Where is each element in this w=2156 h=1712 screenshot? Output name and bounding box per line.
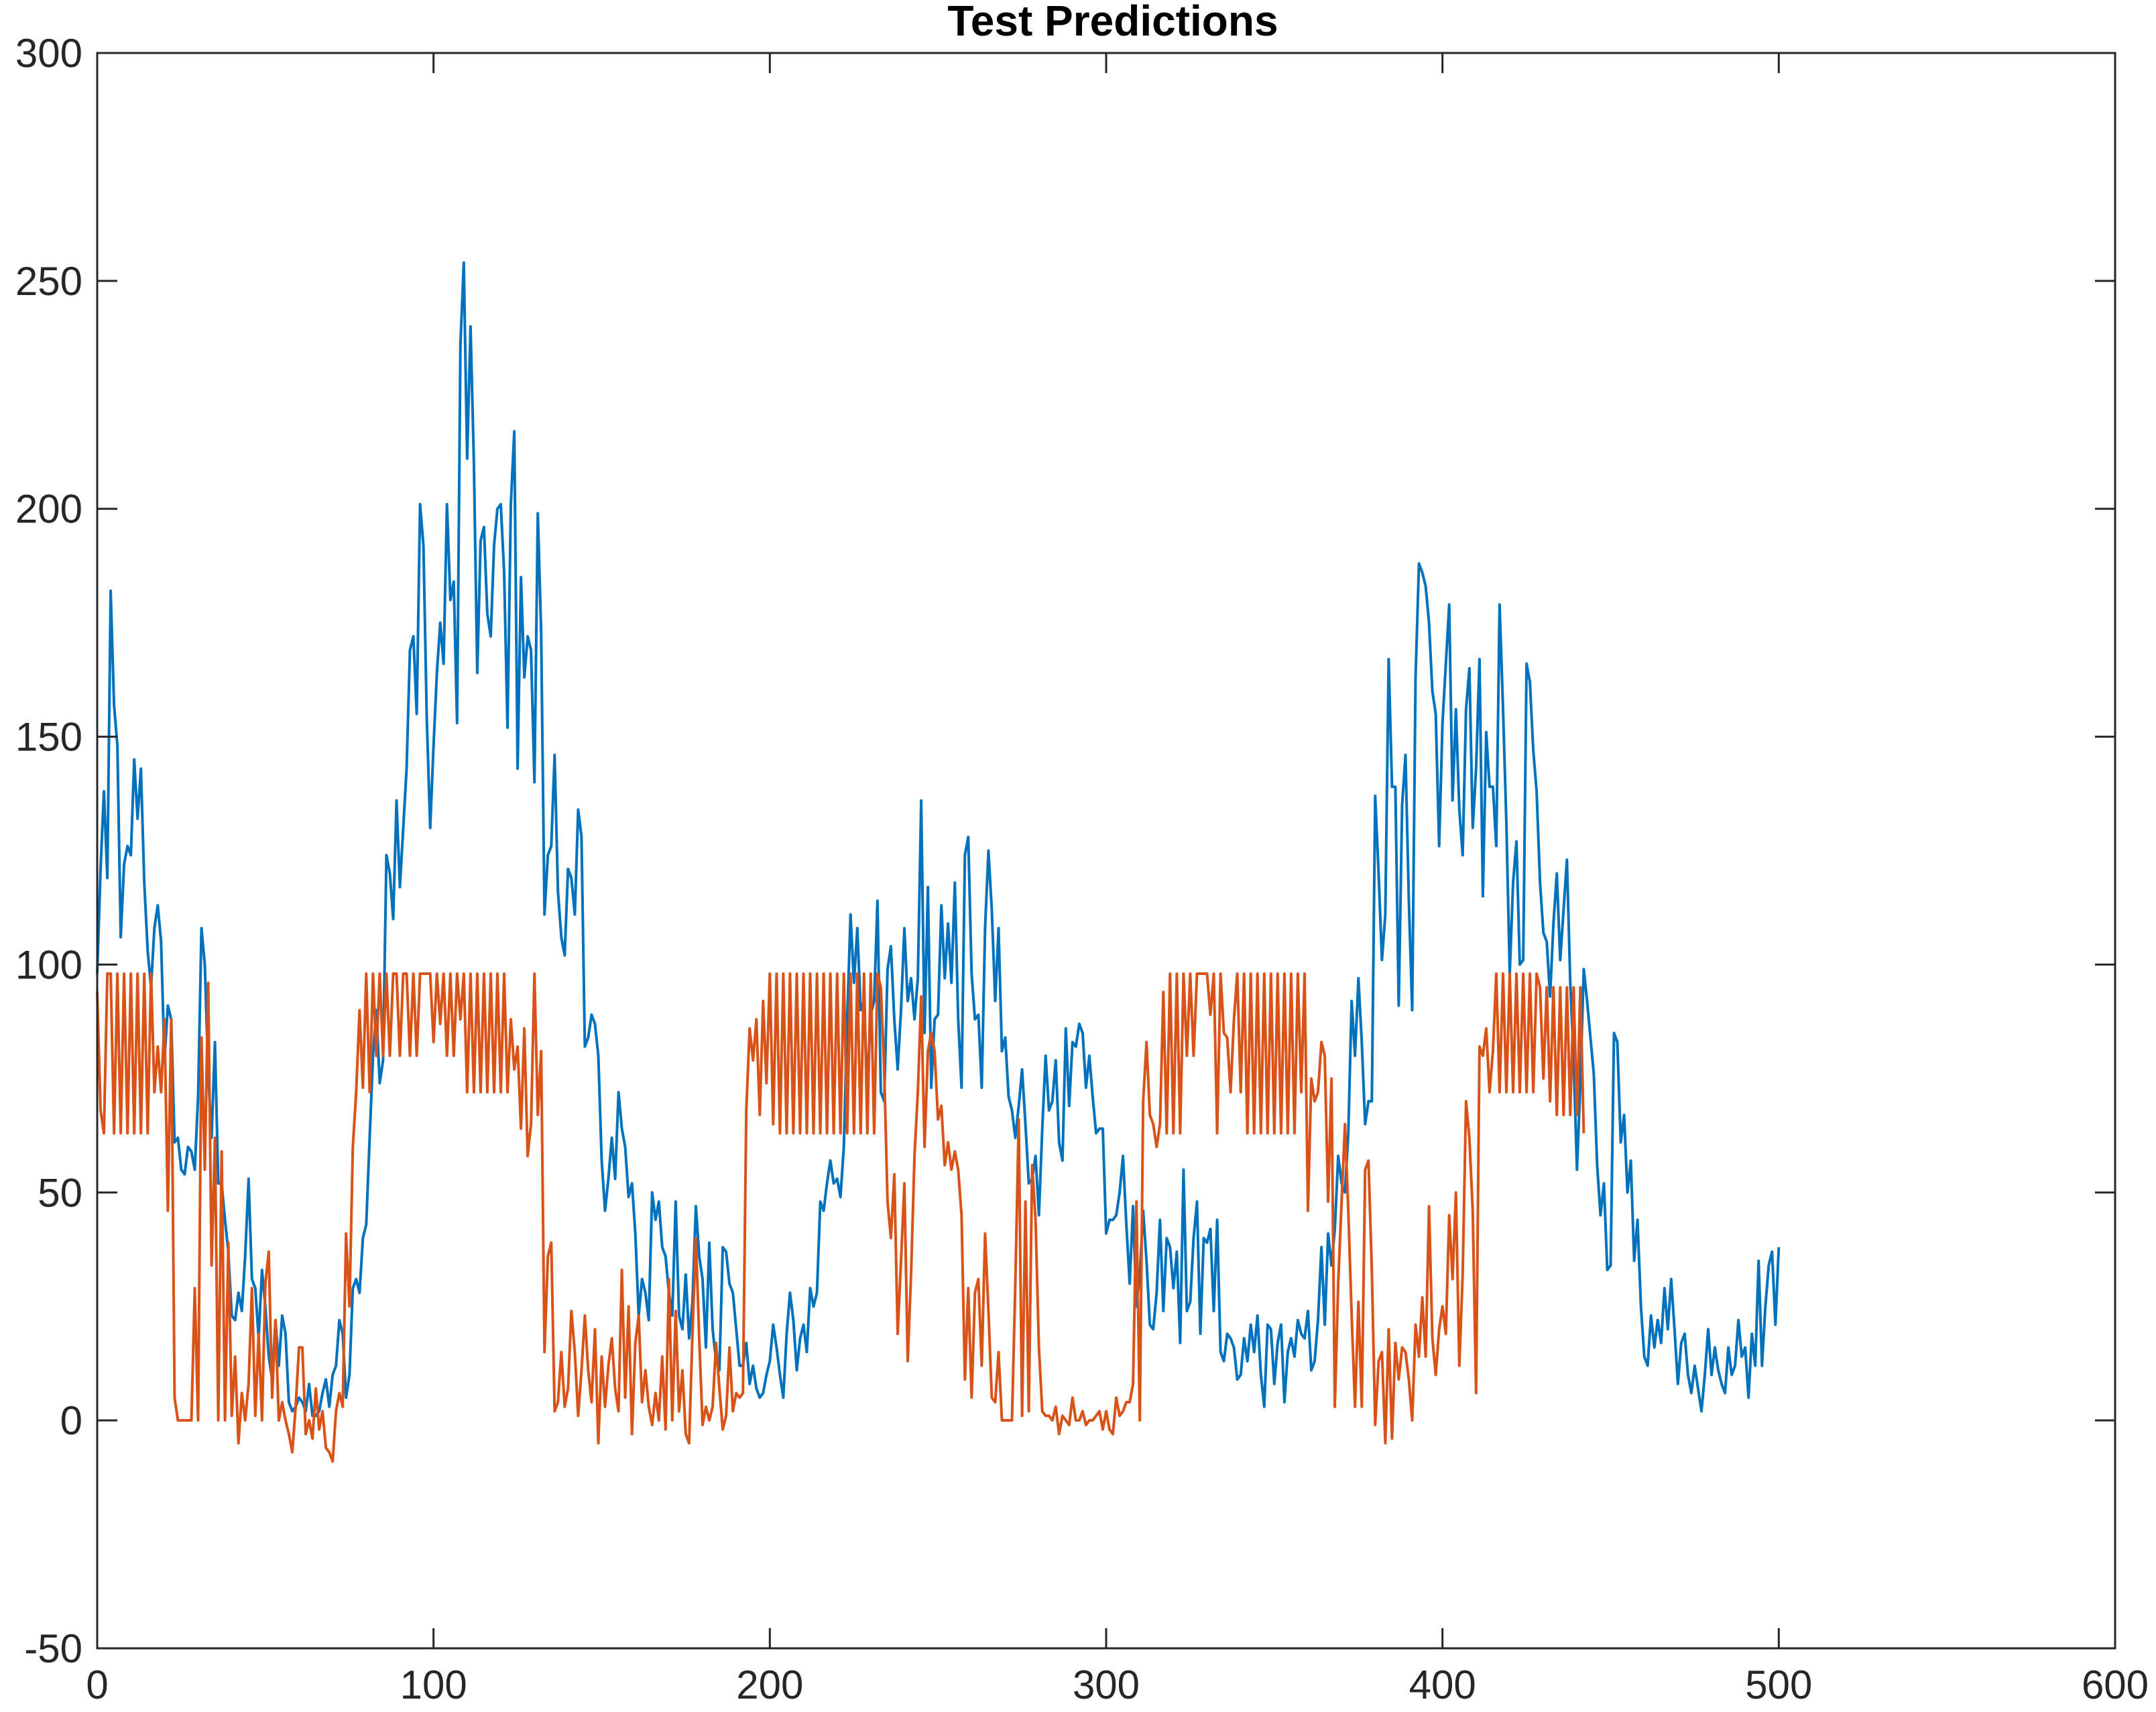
x-tick-label: 100: [400, 1662, 467, 1707]
y-tick-label: 150: [15, 715, 82, 760]
y-tick-label: 200: [15, 487, 82, 532]
x-tick-label: 400: [1409, 1662, 1476, 1707]
chart-title: Test Predictions: [947, 0, 1278, 45]
x-tick-label: 600: [2082, 1662, 2149, 1707]
series-layer: [96, 261, 1781, 1463]
y-tick-label: 250: [15, 259, 82, 304]
y-tick-label: 100: [15, 942, 82, 987]
y-tick-label: 0: [60, 1398, 82, 1443]
series-line-predicted: [96, 972, 1585, 1463]
plot-area-frame: [96, 52, 2116, 1650]
y-tick-label: 300: [15, 31, 82, 76]
y-tick-label: 50: [38, 1170, 82, 1215]
x-tick-label: 500: [1745, 1662, 1812, 1707]
y-tick-label: -50: [24, 1626, 82, 1671]
x-tick-label: 0: [86, 1662, 108, 1707]
x-tick-label: 300: [1073, 1662, 1140, 1707]
x-tick-label: 200: [736, 1662, 803, 1707]
